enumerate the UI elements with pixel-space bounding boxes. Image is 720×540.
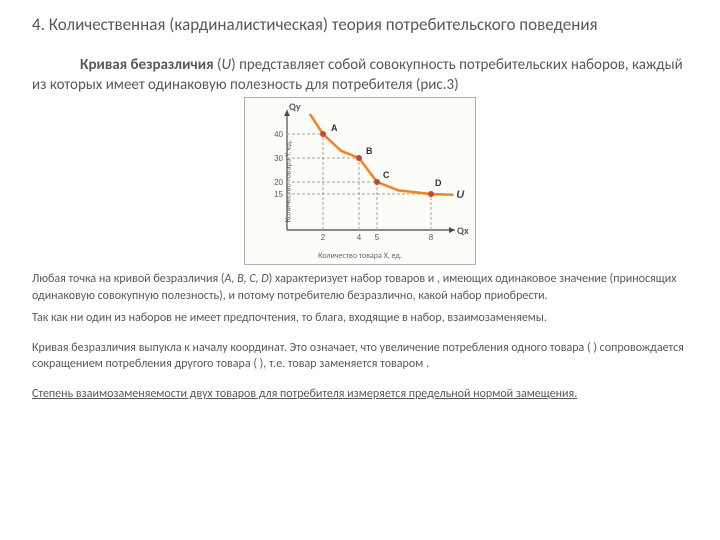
svg-text:8: 8 — [429, 233, 434, 242]
qx-label: Qx — [457, 224, 469, 237]
paragraph-convex: Кривая безразличия выпукла к началу коор… — [32, 340, 688, 372]
svg-text:30: 30 — [274, 154, 283, 163]
paragraph-definition: Кривая безразличия (U) представляет собо… — [32, 55, 688, 96]
svg-text:B: B — [366, 146, 373, 156]
paragraph-substitutes: Так как ни один из наборов не имеет пред… — [32, 310, 688, 326]
point-letters: A, B, C, D — [225, 272, 269, 286]
paragraph-mrs: Степень взаимозаменяемости двух товаров … — [32, 386, 688, 402]
paragraph-points: Любая точка на кривой безразличия (A, B,… — [32, 271, 688, 303]
svg-text:4: 4 — [357, 233, 362, 242]
svg-text:40: 40 — [274, 130, 283, 139]
svg-text:15: 15 — [274, 190, 283, 199]
svg-text:20: 20 — [274, 178, 283, 187]
svg-text:5: 5 — [375, 233, 380, 242]
svg-text:U: U — [456, 189, 465, 201]
svg-text:D: D — [435, 178, 442, 188]
term-symbol: U — [222, 56, 232, 74]
term-bold: Кривая безразличия — [80, 56, 214, 74]
section-heading: 4. Количественная (кардиналистическая) т… — [32, 14, 688, 37]
svg-text:2: 2 — [321, 233, 326, 242]
figure-container: Количество товара Y, ед. Количество това… — [32, 97, 688, 265]
indifference-curve-chart: Количество товара Y, ед. Количество това… — [244, 97, 476, 265]
svg-text:C: C — [383, 170, 390, 180]
svg-text:A: A — [331, 123, 338, 133]
qy-label: Qy — [289, 100, 301, 113]
